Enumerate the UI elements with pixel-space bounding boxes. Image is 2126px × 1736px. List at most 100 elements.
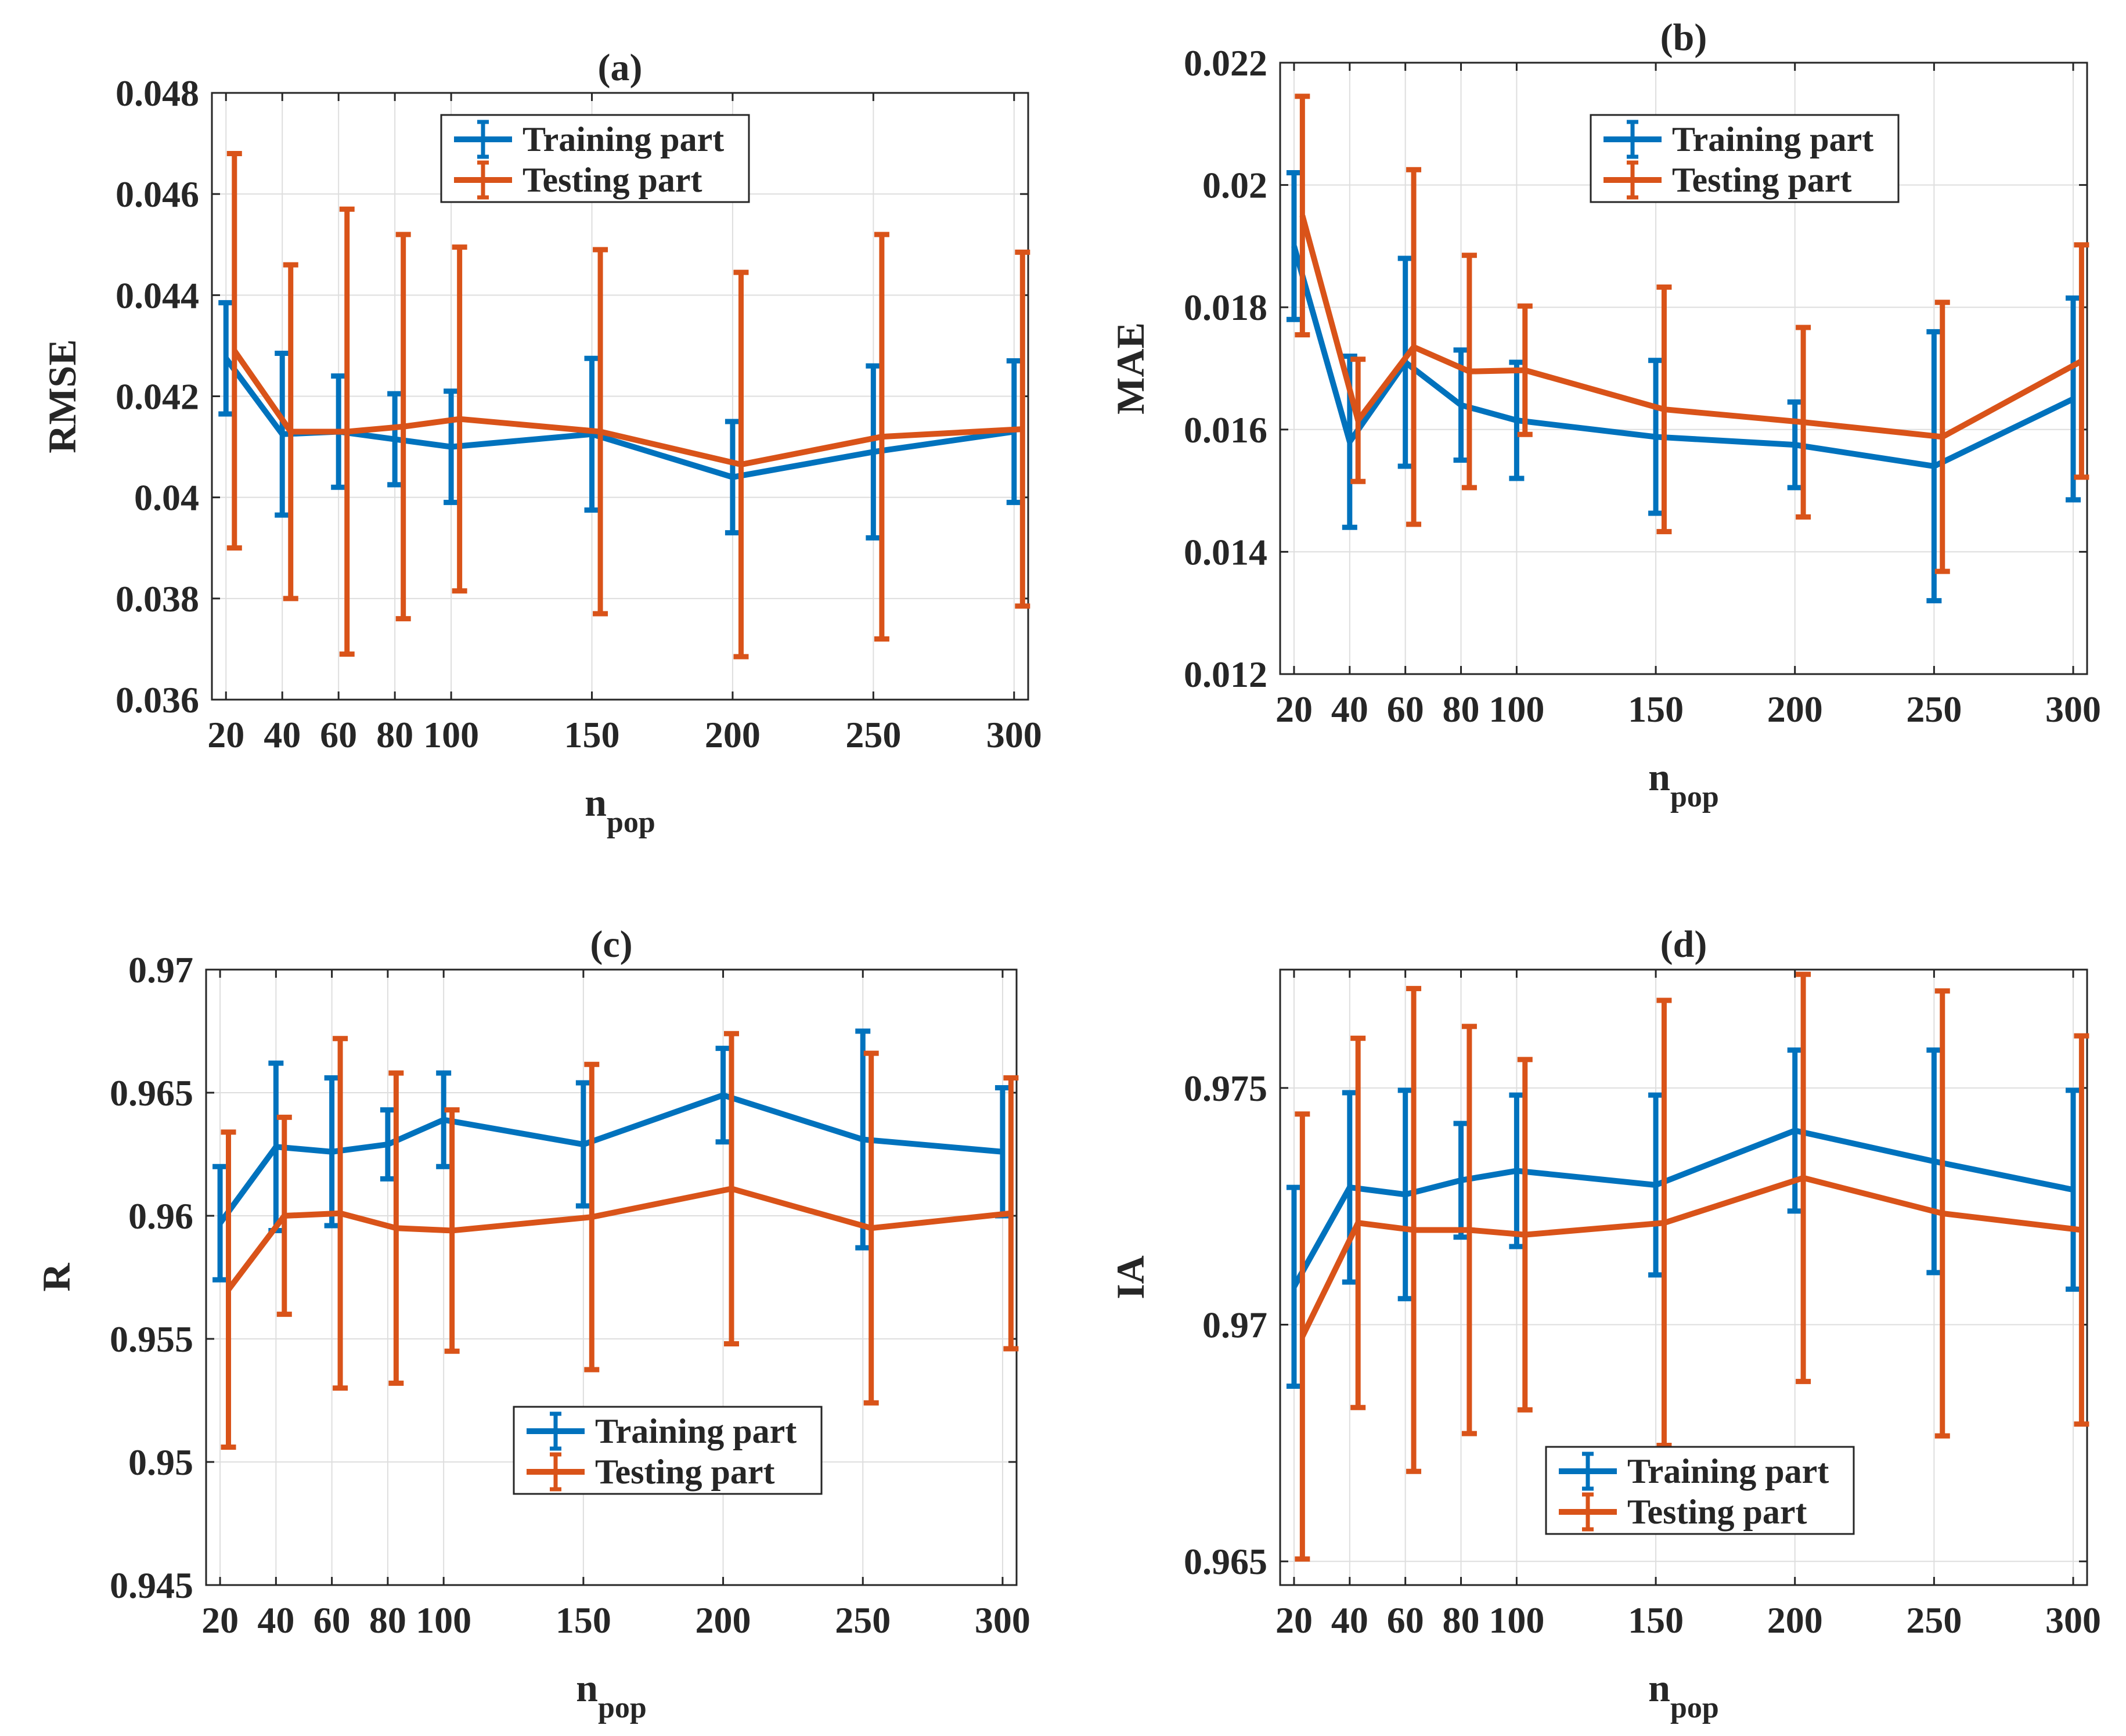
x-tick-label-b-2: 60 bbox=[1387, 689, 1424, 730]
legend-box-d bbox=[1545, 1446, 1855, 1535]
series-line-b-0 bbox=[1291, 245, 2075, 469]
x-tick-label-b-0: 20 bbox=[1275, 689, 1313, 730]
y-tick-label-c-0: 0.945 bbox=[110, 1565, 193, 1606]
chart-title-c: (c) bbox=[590, 923, 632, 966]
x-tick-label-d-3: 80 bbox=[1443, 1600, 1480, 1641]
series-line-b-1 bbox=[1299, 214, 2083, 440]
legend-box-b bbox=[1590, 114, 1900, 203]
x-tick-label-a-0: 20 bbox=[207, 714, 244, 755]
y-tick-label-a-3: 0.042 bbox=[116, 376, 199, 417]
legend-label-b-1: Testing part bbox=[1672, 161, 1852, 199]
y-tick-label-a-1: 0.038 bbox=[116, 578, 199, 620]
axes-box-c bbox=[205, 968, 1018, 1586]
x-tick-label-c-4: 100 bbox=[416, 1600, 471, 1641]
series-a-1 bbox=[226, 151, 1030, 660]
x-tick-label-c-3: 80 bbox=[369, 1600, 406, 1641]
y-tick-label-a-2: 0.04 bbox=[134, 477, 199, 518]
y-tick-label-b-4: 0.02 bbox=[1202, 165, 1267, 206]
axes-box-d bbox=[1279, 968, 2088, 1586]
x-tick-label-c-6: 200 bbox=[696, 1600, 751, 1641]
x-tick-label-d-8: 300 bbox=[2045, 1600, 2101, 1641]
y-axis-label-a: RMSE bbox=[40, 339, 84, 453]
chart-title-b: (b) bbox=[1660, 16, 1707, 59]
x-tick-label-d-1: 40 bbox=[1331, 1600, 1368, 1641]
series-c-1 bbox=[221, 1031, 1019, 1450]
x-tick-label-b-7: 250 bbox=[1906, 689, 1962, 730]
x-axis-label-sub-a: pop bbox=[607, 806, 655, 839]
x-tick-label-b-1: 40 bbox=[1331, 689, 1368, 730]
chart-title-d: (d) bbox=[1660, 923, 1707, 966]
x-tick-label-b-8: 300 bbox=[2045, 689, 2101, 730]
x-tick-label-a-5: 150 bbox=[564, 714, 620, 755]
axes-box-b bbox=[1279, 62, 2088, 675]
y-axis-label-d: IA bbox=[1108, 1255, 1152, 1299]
x-tick-label-d-5: 150 bbox=[1628, 1600, 1684, 1641]
x-axis-label-main-a: n bbox=[585, 780, 607, 824]
y-tick-label-b-2: 0.016 bbox=[1184, 409, 1267, 451]
series-d-1 bbox=[1295, 971, 2089, 1562]
y-tick-label-b-3: 0.018 bbox=[1184, 287, 1267, 328]
x-tick-label-c-7: 250 bbox=[835, 1600, 891, 1641]
x-tick-label-a-7: 250 bbox=[845, 714, 901, 755]
legend-label-b-0: Training part bbox=[1672, 120, 1873, 159]
x-tick-label-a-6: 200 bbox=[705, 714, 761, 755]
x-tick-label-d-0: 20 bbox=[1275, 1600, 1313, 1641]
legend-label-a-0: Training part bbox=[523, 120, 724, 159]
x-tick-label-b-3: 80 bbox=[1443, 689, 1480, 730]
x-tick-label-b-6: 200 bbox=[1767, 689, 1823, 730]
y-tick-label-c-2: 0.955 bbox=[110, 1319, 193, 1360]
legend-label-c-0: Training part bbox=[595, 1412, 797, 1450]
series-line-d-0 bbox=[1291, 1128, 2074, 1288]
x-tick-label-a-2: 60 bbox=[320, 714, 357, 755]
series-b-0 bbox=[1286, 170, 2081, 604]
legend-box-a bbox=[440, 114, 750, 203]
y-tick-label-a-5: 0.046 bbox=[116, 174, 199, 215]
chart-panel-c: 20 40 60 80 100 150 200 250 300 0.945 0.95 0.955 0.9… bbox=[34, 923, 1030, 1724]
series-d-0 bbox=[1286, 1047, 2081, 1389]
x-tick-label-d-2: 60 bbox=[1387, 1600, 1424, 1641]
y-axis-label-b: MAE bbox=[1108, 322, 1152, 415]
chart-title-a: (a) bbox=[598, 46, 643, 89]
y-tick-label-c-4: 0.965 bbox=[110, 1072, 193, 1114]
legend-label-c-1: Testing part bbox=[595, 1453, 775, 1491]
legend-label-d-0: Training part bbox=[1627, 1452, 1829, 1490]
legend-box-c bbox=[513, 1406, 823, 1495]
y-tick-label-d-2: 0.975 bbox=[1184, 1068, 1267, 1109]
x-tick-label-a-3: 80 bbox=[376, 714, 413, 755]
y-tick-label-c-5: 0.97 bbox=[128, 949, 193, 991]
series-b-1 bbox=[1295, 93, 2089, 574]
chart-panel-d: 20 40 60 80 100 150 200 250 300 0.965 0.97 0.975 (d)… bbox=[1108, 923, 2101, 1724]
chart-panel-a: 20 40 60 80 100 150 200 250 300 0.036 0.038 0.04 0.0… bbox=[40, 46, 1042, 839]
x-tick-label-d-4: 100 bbox=[1489, 1600, 1544, 1641]
y-tick-label-a-6: 0.048 bbox=[116, 73, 199, 114]
series-line-c-1 bbox=[226, 1186, 1011, 1292]
series-line-d-1 bbox=[1299, 1175, 2082, 1338]
series-line-a-1 bbox=[232, 349, 1023, 468]
x-tick-label-c-8: 300 bbox=[975, 1600, 1030, 1641]
y-tick-label-a-4: 0.044 bbox=[116, 275, 199, 316]
y-tick-label-a-0: 0.036 bbox=[116, 679, 199, 721]
chart-panel-b: 20 40 60 80 100 150 200 250 300 0.012 0.014 0.016 0.… bbox=[1108, 16, 2101, 813]
x-axis-label-sub-d: pop bbox=[1670, 1691, 1719, 1724]
legend-label-d-1: Testing part bbox=[1627, 1493, 1807, 1531]
y-tick-label-b-0: 0.012 bbox=[1184, 654, 1267, 695]
series-c-0 bbox=[212, 1028, 1010, 1283]
y-tick-label-b-1: 0.014 bbox=[1184, 531, 1267, 572]
y-tick-label-d-0: 0.965 bbox=[1184, 1541, 1267, 1582]
y-tick-label-c-3: 0.96 bbox=[128, 1195, 193, 1237]
y-tick-label-d-1: 0.97 bbox=[1202, 1305, 1267, 1346]
series-line-c-0 bbox=[218, 1092, 1003, 1225]
x-axis-label-a: npop bbox=[585, 780, 655, 839]
y-tick-label-c-1: 0.95 bbox=[128, 1442, 193, 1483]
x-tick-label-c-0: 20 bbox=[201, 1600, 239, 1641]
x-tick-label-b-5: 150 bbox=[1628, 689, 1684, 730]
x-tick-label-a-4: 100 bbox=[423, 714, 479, 755]
legend-label-a-1: Testing part bbox=[523, 161, 702, 199]
x-axis-label-b: npop bbox=[1648, 755, 1719, 813]
x-axis-label-d: npop bbox=[1648, 1666, 1719, 1724]
x-axis-label-main-c: n bbox=[576, 1666, 598, 1710]
